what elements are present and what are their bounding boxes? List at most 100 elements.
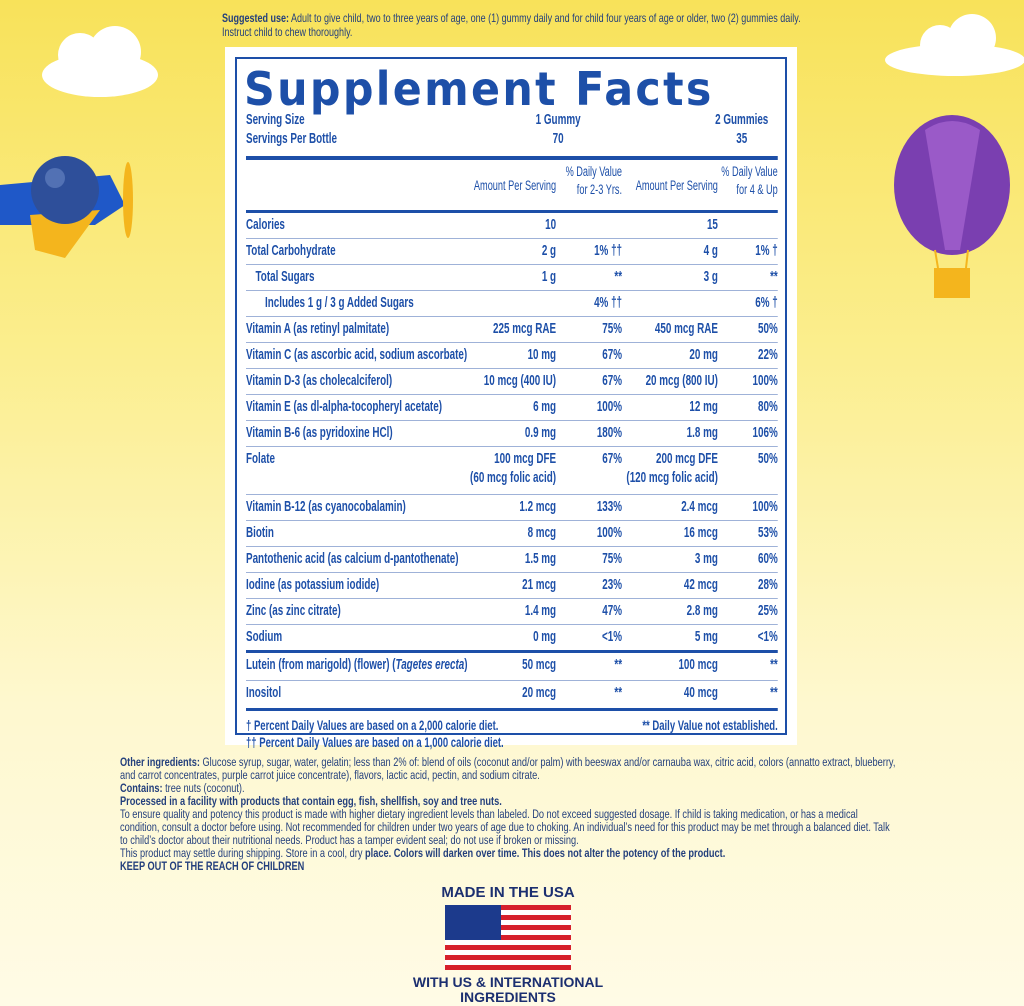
serving-label: Servings Per Bottle xyxy=(246,131,337,147)
badge-bottom: WITH US & INTERNATIONAL INGREDIENTS xyxy=(408,975,608,1005)
label-text: Vitamin B-12 (as cyanocobalamin) xyxy=(246,499,406,515)
cell: 1% †† xyxy=(594,243,623,259)
label-text: Biotin xyxy=(246,525,274,541)
cell: <1% xyxy=(757,629,778,645)
serving-row: Servings Per Bottle 70 35 xyxy=(246,131,778,150)
cell: 1.5 mg xyxy=(524,551,557,567)
nutrient-label: Vitamin D-3 (as cholecalciferol) xyxy=(246,373,392,389)
cell: 3 g xyxy=(703,269,718,285)
label-text: Folate xyxy=(246,451,276,467)
fact-row: Biotin 8 mcg 100% 16 mcg 53% xyxy=(246,520,778,546)
serving-value: 35 xyxy=(736,131,748,147)
label-text: Vitamin D-3 (as cholecalciferol) xyxy=(246,373,393,389)
footnote: † Percent Daily Values are based on a 2,… xyxy=(246,717,499,733)
fact-row: Calories 10 15 xyxy=(246,210,778,238)
cell: 23% xyxy=(602,577,623,593)
daily-note: ** Daily Value not established. xyxy=(642,717,778,733)
footnote: †† Percent Daily Values are based on a 1… xyxy=(246,734,504,750)
text: This product may settle during shipping.… xyxy=(120,846,366,860)
cell: 20 mg xyxy=(689,347,718,363)
cell: 22% xyxy=(758,347,778,363)
cell: 53% xyxy=(758,525,778,541)
cell: 2.4 mcg xyxy=(681,499,718,515)
cell: 8 mcg xyxy=(527,525,557,541)
label-text: Calories xyxy=(246,217,285,233)
nutrient-label: Biotin xyxy=(246,525,274,541)
nutrient-label: Lutein (from marigold) (flower) (Tagetes… xyxy=(246,657,468,673)
fact-row: Vitamin A (as retinyl palmitate) 225 mcg … xyxy=(246,316,778,342)
cell: 10 mg xyxy=(527,347,557,363)
cell: 67% xyxy=(602,347,623,363)
fact-row: Zinc (as zinc citrate) 1.4 mg 47% 2.8 mg 25% xyxy=(246,598,778,624)
nutrient-label: Vitamin A (as retinyl palmitate) xyxy=(246,321,389,337)
fact-row: Pantothenic acid (as calcium d-pantothen… xyxy=(246,546,778,572)
column-header: % Daily Value xyxy=(721,164,778,179)
cell: 3 mg xyxy=(694,551,718,567)
label-text: Inositol xyxy=(246,685,282,701)
cell: 20 mcg xyxy=(522,685,557,701)
nutrient-label: Folate xyxy=(246,451,275,467)
label-text: Lutein (from marigold) (flower) ( xyxy=(246,657,396,673)
bold-text: Other ingredients: xyxy=(120,755,200,769)
column-header: for 4 & Up xyxy=(736,182,778,197)
cell: 450 mcg RAE xyxy=(654,321,718,337)
cell: 2.8 mg xyxy=(686,603,718,619)
cell: 100% xyxy=(596,525,623,541)
nutrient-label: Total Carbohydrate xyxy=(246,243,336,259)
cell: 2 g xyxy=(541,243,557,259)
label-text: Total Carbohydrate xyxy=(246,243,336,259)
cell: 1.4 mg xyxy=(524,603,557,619)
cell: 180% xyxy=(596,425,623,441)
cell: 16 mcg xyxy=(683,525,718,541)
nutrient-label: Includes 1 g / 3 g Added Sugars xyxy=(265,295,414,311)
cell: 100% xyxy=(752,499,778,515)
cell: ** xyxy=(614,269,623,285)
bold-text: Processed in a facility with products th… xyxy=(120,794,502,808)
cell: 50% xyxy=(758,451,778,467)
fact-row: Vitamin E (as dl-alpha-tocopheryl acetat… xyxy=(246,394,778,420)
cell: 10 xyxy=(545,217,557,233)
fact-row: Folate 100 mcg DFE 67% 200 mcg DFE 50% (60 mc… xyxy=(246,446,778,494)
cell: 100% xyxy=(752,373,778,389)
cell: 67% xyxy=(602,373,623,389)
cell: ** xyxy=(770,269,778,285)
text: To ensure quality and potency this produ… xyxy=(120,807,890,847)
nutrient-label: Pantothenic acid (as calcium d-pantothen… xyxy=(246,551,459,567)
badge-top: MADE IN THE USA xyxy=(441,884,575,901)
nutrient-label: Vitamin B-6 (as pyridoxine HCl) xyxy=(246,425,393,441)
cell: 1 g xyxy=(541,269,557,285)
label-text: Pantothenic acid (as calcium d-pantothen… xyxy=(246,551,459,567)
cell: 133% xyxy=(596,499,623,515)
paragraph: KEEP OUT OF THE REACH OF CHILDREN xyxy=(120,860,896,873)
cell: 25% xyxy=(758,603,778,619)
fact-row: Iodine (as potassium iodide) 21 mcg 23% 42 … xyxy=(246,572,778,598)
serving-row: Serving Size 1 Gummy 2 Gummies xyxy=(246,112,778,131)
paragraph: Other ingredients: Glucose syrup, sugar,… xyxy=(120,756,896,782)
column-header: % Daily Value xyxy=(565,164,623,179)
fact-row: Total Carbohydrate 2 g 1% †† 4 g 1% † xyxy=(246,238,778,264)
cell: 50% xyxy=(758,321,778,337)
label-text: Includes 1 g / 3 g Added Sugars xyxy=(265,295,414,311)
cell: 0 mg xyxy=(533,629,557,645)
serving-label: Serving Size xyxy=(246,112,305,128)
label: Suggested use: xyxy=(222,11,290,25)
fact-row: Vitamin B-6 (as pyridoxine HCl) 0.9 mg 180… xyxy=(246,420,778,446)
label-text: Vitamin A (as retinyl palmitate) xyxy=(246,321,390,337)
column-header: Amount Per Serving xyxy=(473,178,557,193)
cell: 50 mcg xyxy=(522,657,557,673)
facts-border xyxy=(235,57,787,735)
nutrient-label: Vitamin C (as ascorbic acid, sodium asco… xyxy=(246,347,467,363)
cell-note: (60 mcg folic acid) xyxy=(470,470,557,486)
cell: 10 mcg (400 IU) xyxy=(483,373,557,389)
bold-text: KEEP OUT OF THE REACH OF CHILDREN xyxy=(120,859,305,873)
column-header: Amount Per Serving xyxy=(635,178,718,193)
column-header: for 2-3 Yrs. xyxy=(576,182,623,197)
label-text: Zinc (as zinc citrate) xyxy=(246,603,341,619)
cell: 200 mcg DFE xyxy=(655,451,718,467)
cell: 4 g xyxy=(703,243,718,259)
paragraph: This product may settle during shipping.… xyxy=(120,847,896,860)
paragraph: Contains: tree nuts (coconut). xyxy=(120,782,896,795)
cell: <1% xyxy=(602,629,623,645)
